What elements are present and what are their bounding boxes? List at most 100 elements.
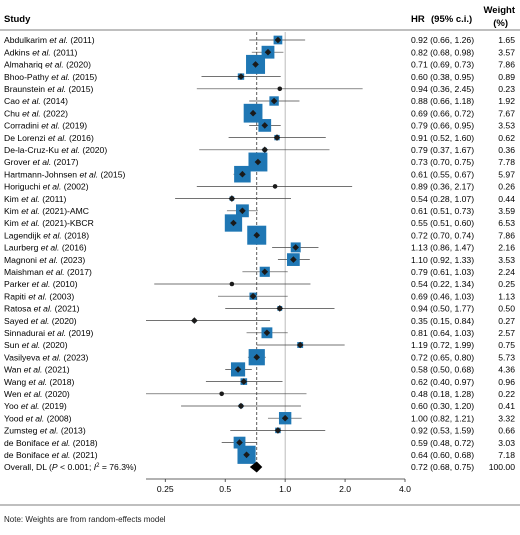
hr-value: 0.72 (0.70, 0.74) bbox=[411, 230, 474, 240]
point-estimate bbox=[236, 439, 243, 446]
weight-value: 3.03 bbox=[498, 438, 515, 448]
point-estimate bbox=[277, 86, 283, 92]
hr-value: 0.72 (0.65, 0.80) bbox=[411, 352, 474, 362]
hr-value: 0.92 (0.53, 1.59) bbox=[411, 426, 474, 436]
hr-value: 0.88 (0.66, 1.18) bbox=[411, 96, 474, 106]
study-label: Horiguchi et al. (2002) bbox=[4, 182, 89, 192]
point-estimate bbox=[261, 268, 269, 276]
study-label: Ratosa et al. (2021) bbox=[4, 304, 80, 314]
study-label: Kim et al. (2011) bbox=[4, 194, 67, 204]
point-estimate bbox=[253, 353, 261, 361]
weight-value: 2.57 bbox=[498, 328, 515, 338]
point-estimate bbox=[270, 97, 278, 105]
study-label: Zumsteg et al. (2013) bbox=[4, 426, 86, 436]
point-estimate bbox=[292, 244, 300, 251]
weight-value: 1.13 bbox=[498, 291, 515, 301]
study-label: De-la-Cruz-Ku et al. (2020) bbox=[4, 145, 107, 155]
weight-value: 2.24 bbox=[498, 267, 515, 277]
point-estimate bbox=[237, 73, 245, 80]
study-label: Abdulkarim et al. (2011) bbox=[4, 35, 95, 45]
point-estimate bbox=[276, 305, 284, 312]
x-tick-label: 0.5 bbox=[219, 484, 231, 494]
point-estimate bbox=[273, 134, 281, 141]
hr-value: 0.64 (0.60, 0.68) bbox=[411, 450, 474, 460]
study-label: Chu et al. (2022) bbox=[4, 108, 68, 118]
study-label: Sayed et al. (2020) bbox=[4, 316, 77, 326]
weight-value: 7.86 bbox=[498, 60, 515, 70]
study-label: Wen et al. (2020) bbox=[4, 389, 70, 399]
hr-value: 0.94 (0.50, 1.77) bbox=[411, 304, 474, 314]
weight-value: 6.53 bbox=[498, 218, 515, 228]
point-estimate bbox=[253, 231, 261, 239]
point-estimate bbox=[228, 195, 236, 202]
header-ci: (95% c.i.) bbox=[431, 14, 472, 25]
weight-value: 0.36 bbox=[498, 145, 515, 155]
weight-value: 3.53 bbox=[498, 121, 515, 131]
study-label: Yoo et al. (2019) bbox=[4, 401, 67, 411]
weight-value: 0.50 bbox=[498, 304, 515, 314]
footnote: Note: Weights are from random-effects mo… bbox=[4, 515, 166, 524]
study-label: Yood et al. (2008) bbox=[4, 413, 72, 423]
point-estimate bbox=[263, 329, 271, 337]
hr-value: 1.00 (0.82, 1.21) bbox=[411, 413, 474, 423]
weight-value: 0.75 bbox=[498, 340, 515, 350]
study-label: Wan et al. (2021) bbox=[4, 365, 70, 375]
hr-value: 0.55 (0.51, 0.60) bbox=[411, 218, 474, 228]
point-estimate bbox=[290, 256, 297, 263]
point-estimate bbox=[240, 378, 248, 385]
study-label: Sinnadurai et al. (2019) bbox=[4, 328, 93, 338]
forest-plot: Study HR (95% c.i.) Weight (%) Abdulkarim et … bbox=[0, 5, 520, 506]
x-tick-label: 1.0 bbox=[279, 484, 291, 494]
header-study: Study bbox=[4, 14, 31, 25]
weight-value: 0.22 bbox=[498, 389, 515, 399]
weight-value: 7.18 bbox=[498, 450, 515, 460]
study-label: Lagendijk et al. (2018) bbox=[4, 230, 89, 240]
weight-value: 5.73 bbox=[498, 352, 515, 362]
x-tick-label: 4.0 bbox=[399, 484, 411, 494]
overall-diamond bbox=[249, 461, 263, 473]
hr-value: 0.82 (0.68, 0.98) bbox=[411, 47, 474, 57]
weight-value: 3.53 bbox=[498, 255, 515, 265]
weight-value: 0.44 bbox=[498, 194, 515, 204]
point-estimate bbox=[264, 48, 272, 56]
hr-value: 0.79 (0.37, 1.67) bbox=[411, 145, 474, 155]
weight-value: 0.96 bbox=[498, 377, 515, 387]
hr-value: 0.91 (0.52, 1.60) bbox=[411, 133, 474, 143]
study-label: Laurberg et al. (2016) bbox=[4, 243, 87, 253]
hr-value: 1.10 (0.92, 1.33) bbox=[411, 255, 474, 265]
study-label: Sun et al. (2020) bbox=[4, 340, 68, 350]
header-hr: HR bbox=[411, 14, 425, 25]
hr-value: 0.62 (0.40, 0.97) bbox=[411, 377, 474, 387]
hr-value: 1.19 (0.72, 1.99) bbox=[411, 340, 474, 350]
study-label: de Boniface et al. (2018) bbox=[4, 438, 98, 448]
study-label: De Lorenzi et al. (2016) bbox=[4, 133, 94, 143]
weight-value: 3.32 bbox=[498, 413, 515, 423]
point-estimate bbox=[272, 184, 278, 189]
weight-value: 7.78 bbox=[498, 157, 515, 167]
hr-value: 0.92 (0.66, 1.26) bbox=[411, 35, 474, 45]
point-estimate bbox=[296, 341, 304, 349]
point-estimate bbox=[274, 36, 282, 44]
hr-value: 0.73 (0.70, 0.75) bbox=[411, 157, 474, 167]
weight-value: 3.57 bbox=[498, 47, 515, 57]
weight-value: 0.62 bbox=[498, 133, 515, 143]
point-estimate bbox=[229, 281, 235, 287]
point-estimate bbox=[261, 146, 269, 154]
weight-value: 0.89 bbox=[498, 72, 515, 82]
study-label: Almahariq et al. (2020) bbox=[4, 60, 91, 70]
hr-value: 0.48 (0.18, 1.28) bbox=[411, 389, 474, 399]
hr-value: 0.35 (0.15, 0.84) bbox=[411, 316, 474, 326]
study-label: Cao et al. (2014) bbox=[4, 96, 68, 106]
weight-value: 5.97 bbox=[498, 169, 515, 179]
hr-value: 0.89 (0.36, 2.17) bbox=[411, 182, 474, 192]
study-label: Rapiti et al. (2003) bbox=[4, 291, 74, 301]
study-label: Parker et al. (2010) bbox=[4, 279, 78, 289]
hr-value: 0.60 (0.30, 1.20) bbox=[411, 401, 474, 411]
weight-value: 0.23 bbox=[498, 84, 515, 94]
point-estimate bbox=[252, 61, 259, 68]
study-label: Kim et al. (2021)-KBCR bbox=[4, 218, 94, 228]
point-estimate bbox=[249, 109, 257, 117]
hr-value: 0.61 (0.51, 0.73) bbox=[411, 206, 474, 216]
hr-value: 0.58 (0.50, 0.68) bbox=[411, 365, 474, 375]
header-weight: Weight bbox=[484, 5, 516, 16]
